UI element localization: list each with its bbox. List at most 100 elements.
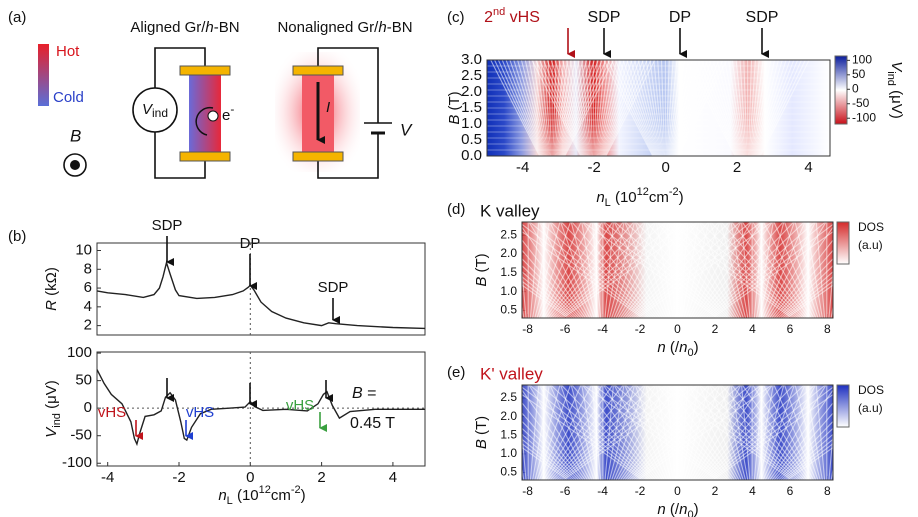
annotation: SDP xyxy=(746,9,779,26)
x-axis-label: nL (1012cm-2) xyxy=(218,484,305,507)
x-tick-label: -4 xyxy=(597,484,608,498)
y-tick-label: 8 xyxy=(84,260,92,277)
text: h xyxy=(205,19,213,36)
panel-label: (e) xyxy=(447,364,465,381)
annotation: SDP xyxy=(152,217,183,234)
text: n xyxy=(657,339,665,356)
annotation: vHS xyxy=(186,404,214,421)
y-tick-label: 2.5 xyxy=(461,67,482,84)
electron-label: e- xyxy=(222,102,234,124)
plot-frame xyxy=(97,243,425,335)
x-tick-label: 0 xyxy=(661,159,669,176)
text: ) xyxy=(694,339,699,356)
y-tick-label: 0.5 xyxy=(500,303,517,317)
annotation: vHS xyxy=(286,397,314,414)
x-tick-label: 0 xyxy=(674,484,681,498)
x-tick-label: -6 xyxy=(560,484,571,498)
x-tick-label: 2 xyxy=(712,484,719,498)
text: B xyxy=(473,277,490,287)
text: n xyxy=(679,339,687,356)
text: nd xyxy=(493,6,505,18)
x-tick-label: 4 xyxy=(804,159,812,176)
y-tick-label: 1.5 xyxy=(500,427,517,441)
hot-label: Hot xyxy=(56,43,80,60)
x-tick-label: -4 xyxy=(516,159,529,176)
aligned-title: Aligned Gr/h-BN xyxy=(130,19,239,36)
figure: (a) Aligned Gr/h-BN Nonaligned Gr/h-BN H… xyxy=(0,0,918,517)
annotation: SDP xyxy=(588,9,621,26)
current-label: I xyxy=(326,99,330,116)
colorbar xyxy=(835,56,847,124)
text: (μV) xyxy=(43,380,60,413)
y-tick-label: 1.0 xyxy=(500,446,517,460)
x-tick-label: 6 xyxy=(787,484,794,498)
x-tick-label: 4 xyxy=(389,469,397,486)
text: 12 xyxy=(259,484,271,496)
text: ind xyxy=(885,71,897,86)
x-tick-label: 8 xyxy=(824,322,831,336)
colorbar xyxy=(837,222,849,264)
y-tick-label: -50 xyxy=(70,427,92,444)
colorbar-label: DOS xyxy=(858,383,884,397)
text: (μV) xyxy=(888,86,905,119)
text: ) xyxy=(679,189,684,206)
contact xyxy=(180,66,230,75)
text: (10 xyxy=(611,189,637,206)
chart-title: K valley xyxy=(480,201,540,220)
text: ) xyxy=(301,487,306,504)
colorbar-label: (a.u) xyxy=(858,238,883,252)
voltage-label: V xyxy=(400,120,413,139)
colorbar-tick-label: 50 xyxy=(852,67,866,81)
colorbar-label: (a.u) xyxy=(858,401,883,415)
text: cm xyxy=(271,487,291,504)
y-tick-label: 2.0 xyxy=(461,83,482,100)
text: (T) xyxy=(473,253,490,276)
panel-label: (c) xyxy=(447,9,465,26)
text: n xyxy=(657,501,665,517)
text: 12 xyxy=(637,186,649,198)
text: = xyxy=(363,385,377,402)
x-tick-label: -2 xyxy=(172,469,185,486)
text: -BN xyxy=(214,19,240,36)
text: vHS xyxy=(505,9,540,26)
y-axis-label: B (T) xyxy=(446,91,463,124)
text: (T) xyxy=(446,91,463,114)
annotation: DP xyxy=(669,9,691,26)
data-line xyxy=(97,370,425,444)
text: e xyxy=(222,107,230,124)
y-tick-label: 0.5 xyxy=(461,131,482,148)
y-tick-label: 1.5 xyxy=(461,99,482,116)
y-tick-label: 6 xyxy=(84,279,92,296)
text: (10 xyxy=(233,487,259,504)
y-axis-label: R (kΩ) xyxy=(43,267,60,311)
x-tick-label: -2 xyxy=(588,159,601,176)
y-tick-label: 2 xyxy=(84,317,92,334)
panel-a: (a) Aligned Gr/h-BN Nonaligned Gr/h-BN H… xyxy=(8,9,413,178)
y-tick-label: -100 xyxy=(62,454,92,471)
x-tick-label: -4 xyxy=(597,322,608,336)
text: ind xyxy=(51,413,63,428)
text: 2 xyxy=(484,9,493,26)
y-tick-label: 4 xyxy=(84,298,92,315)
y-tick-label: 2.5 xyxy=(500,390,517,404)
annotation: DP xyxy=(240,235,261,252)
text: h xyxy=(378,19,386,36)
text: ind xyxy=(152,106,168,120)
colorbar-tick-label: 100 xyxy=(852,53,872,67)
x-tick-label: 0 xyxy=(246,469,254,486)
cold-label: Cold xyxy=(53,89,84,106)
annotation: 2nd vHS xyxy=(484,6,540,26)
text: B xyxy=(446,115,463,125)
annotation: vHS xyxy=(98,404,126,421)
x-tick-label: 2 xyxy=(317,469,325,486)
y-tick-label: 3.0 xyxy=(461,51,482,68)
x-axis-label: n (/n0) xyxy=(657,501,698,517)
text: n xyxy=(218,487,226,504)
colorbar xyxy=(837,385,849,427)
text: (/ xyxy=(666,339,680,356)
text: Aligned Gr/ xyxy=(130,19,206,36)
y-tick-label: 0 xyxy=(84,399,92,416)
y-tick-label: 50 xyxy=(75,372,92,389)
x-tick-label: 4 xyxy=(749,484,756,498)
field-annotation: B = xyxy=(352,385,376,402)
